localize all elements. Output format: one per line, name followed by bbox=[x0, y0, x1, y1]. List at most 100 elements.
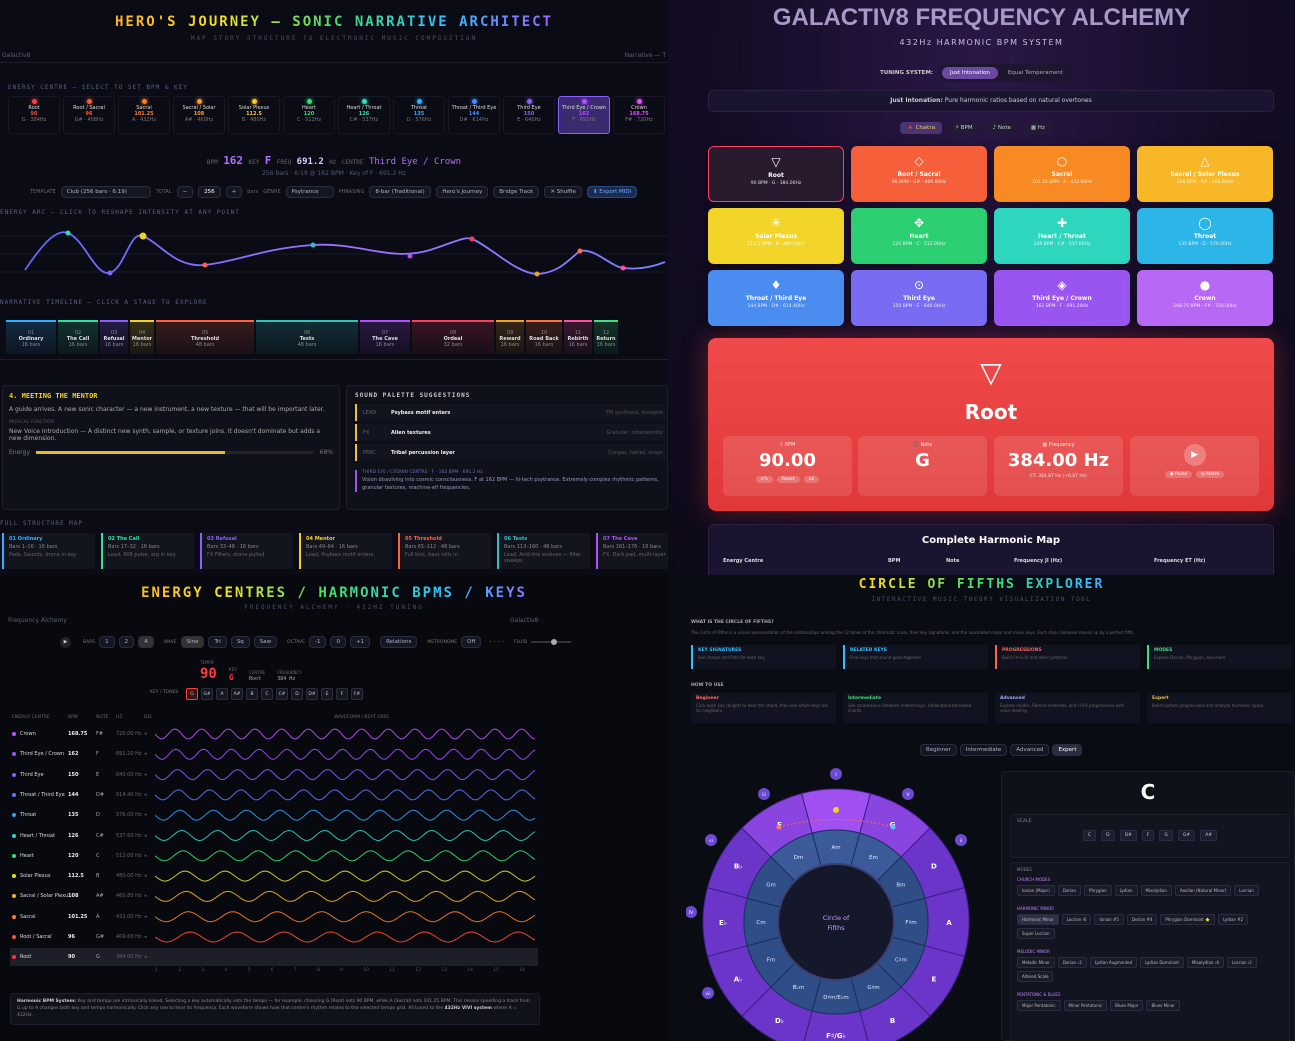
map-card[interactable]: 05 Threshold Bars 65–112 · 48 bars Full ki… bbox=[398, 533, 491, 569]
timeline-stage[interactable]: 05 Threshold 48 bars bbox=[156, 320, 254, 354]
roman-numeral-badge[interactable] bbox=[955, 834, 967, 846]
chakra-tile[interactable]: ● Crown 168.75 BPM · F# · 720.00Hz bbox=[1137, 270, 1273, 326]
chakra-tile[interactable]: ◯ Throat 135 BPM · D · 576.00Hz bbox=[1137, 208, 1273, 264]
chakra-tile[interactable]: ▽ Root 90 BPM · G · 384.00Hz bbox=[708, 146, 844, 202]
mode-chip[interactable]: Dorian bbox=[1057, 885, 1082, 896]
chakra-tile[interactable]: ⊙ Third Eye 150 BPM · E · 640.00Hz bbox=[851, 270, 987, 326]
tab-bpm[interactable]: ⚡ BPM bbox=[948, 122, 980, 134]
total-minus[interactable]: − bbox=[176, 186, 194, 198]
metro-button[interactable]: ◎ Metro bbox=[1195, 471, 1225, 478]
chakra-item[interactable]: Sacral 101.25 A · 432Hz bbox=[118, 96, 170, 134]
total-input[interactable]: 256 bbox=[198, 186, 221, 198]
chakra-tile[interactable]: ☀ Solar Plexus 112.5 BPM · B · 480.00Hz bbox=[708, 208, 844, 264]
mode-chip[interactable]: Phrygian bbox=[1084, 885, 1112, 896]
centre-row[interactable]: Sacral / Solar Plexus 108 A# 460.80 Hz ◂ bbox=[10, 887, 538, 905]
centre-row[interactable]: Sacral 101.25 A 432.00 Hz ◂ bbox=[10, 908, 538, 926]
circle-of-fifths-wheel[interactable]: CGDAEBF♯/G♭D♭A♭E♭B♭FAmEmBmF♯mC♯mG♯mD♯m/E… bbox=[686, 767, 1008, 1041]
arc-points[interactable] bbox=[65, 230, 626, 277]
timeline-stage[interactable]: 10 Road Back 16 bars bbox=[526, 320, 562, 354]
bars-1[interactable]: 1 bbox=[99, 636, 115, 648]
map-card[interactable]: 02 The Call Bars 17–32 · 16 bars Lead, 808… bbox=[101, 533, 194, 569]
mode-chip[interactable]: Lydian bbox=[1114, 885, 1138, 896]
mode-chip[interactable]: Super Locrian bbox=[1017, 928, 1055, 939]
phrasing-select[interactable]: 8-bar (Traditional) bbox=[369, 186, 432, 198]
level-expert[interactable]: Expert bbox=[1052, 744, 1083, 756]
key-button[interactable]: D bbox=[291, 688, 303, 700]
row-play-icon[interactable]: ◂ bbox=[144, 954, 147, 961]
level-advanced[interactable]: Advanced bbox=[1010, 744, 1050, 756]
pulse-button[interactable]: ◉ Pulse bbox=[1164, 471, 1192, 478]
nav-brand[interactable]: Frequency Alchemy bbox=[8, 617, 67, 624]
play-button[interactable]: ▶ bbox=[60, 636, 71, 648]
key-button[interactable]: G# bbox=[201, 688, 213, 700]
timeline-stage[interactable]: 03 Refusal 16 bars bbox=[100, 320, 128, 354]
octave-up[interactable]: +1 bbox=[349, 636, 371, 648]
centre-row[interactable]: Third Eye 150 E 640.00 Hz ◂ bbox=[10, 766, 538, 784]
centre-row[interactable]: Root 90 G 384.00 Hz ◂ bbox=[10, 948, 538, 967]
mode-chip[interactable]: Altered Scale bbox=[1017, 971, 1054, 982]
timeline-stage[interactable]: 04 Mentor 16 bars bbox=[130, 320, 154, 354]
timeline-stage[interactable]: 06 Tests 48 bars bbox=[256, 320, 358, 354]
key-button[interactable]: D# bbox=[306, 688, 318, 700]
genre-select[interactable]: Psytrance bbox=[285, 186, 334, 198]
mode-chip[interactable]: Blues Major bbox=[1110, 1000, 1144, 1011]
row-play-icon[interactable]: ◂ bbox=[144, 771, 147, 778]
equal-temperament-button[interactable]: Equal Temperament bbox=[1007, 70, 1064, 76]
palette-item[interactable]: FX Alien textures Granular, otherworldly bbox=[355, 424, 665, 441]
mode-chip[interactable]: Major Pentatonic bbox=[1017, 1000, 1061, 1011]
key-button[interactable]: G bbox=[186, 688, 198, 700]
map-card[interactable]: 01 Ordinary Bars 1–16 · 16 bars Pads, Soun… bbox=[2, 533, 95, 569]
bars-2[interactable]: 2 bbox=[118, 636, 135, 648]
chakra-tile[interactable]: ♦ Throat / Third Eye 144 BPM · D# · 614.40… bbox=[708, 270, 844, 326]
timeline-stage[interactable]: 11 Rebirth 16 bars bbox=[564, 320, 592, 354]
half-bpm-button[interactable]: x½ bbox=[755, 476, 773, 483]
row-play-icon[interactable]: ◂ bbox=[144, 832, 147, 839]
map-card[interactable]: 06 Tests Bars 113–160 · 48 bars Lead, Acid… bbox=[497, 533, 590, 569]
roman-numeral-badge[interactable] bbox=[758, 788, 770, 800]
roman-numeral-badge[interactable] bbox=[686, 906, 697, 918]
chakra-item[interactable]: Crown 168.75 F# · 720Hz bbox=[613, 96, 665, 134]
row-play-icon[interactable]: ◂ bbox=[144, 731, 147, 737]
reset-bpm-button[interactable]: Reset bbox=[776, 476, 800, 483]
double-bpm-button[interactable]: x2 bbox=[803, 476, 820, 483]
timeline-stage[interactable]: 02 The Call 16 bars bbox=[58, 320, 98, 354]
mode-chip[interactable]: Blues Minor bbox=[1146, 1000, 1180, 1011]
centre-row[interactable]: Throat 135 D 576.00 Hz ◂ bbox=[10, 806, 538, 824]
centre-row[interactable]: Solar Plexus 112.5 B 480.00 Hz ◂ bbox=[10, 867, 538, 885]
key-button[interactable]: C# bbox=[276, 688, 288, 700]
roman-numeral-badge[interactable] bbox=[702, 987, 714, 999]
bridge-track-button[interactable]: Bridge Track bbox=[493, 186, 540, 198]
relations-button[interactable]: Relations bbox=[380, 636, 418, 648]
chakra-item[interactable]: Sacral / Solar 108 A# · 460Hz bbox=[173, 96, 225, 134]
nav-link[interactable]: Narrative — T bbox=[624, 52, 666, 59]
timeline-stage[interactable]: 08 Ordeal 32 bars bbox=[412, 320, 494, 354]
fluid-handle[interactable] bbox=[551, 639, 558, 645]
timeline-stage[interactable]: 12 Return 16 bars bbox=[594, 320, 618, 354]
just-intonation-button[interactable]: Just Intonation bbox=[942, 67, 998, 79]
chakra-item[interactable]: Root / Sacral 96 G# · 408Hz bbox=[63, 96, 115, 134]
chakra-item[interactable]: Solar Plexus 112.5 B · 480Hz bbox=[228, 96, 280, 134]
template-select[interactable]: Club (256 bars · 6:19) bbox=[60, 186, 151, 198]
wave-saw[interactable]: Saw bbox=[253, 636, 278, 648]
heros-journey-button[interactable]: Hero's Journey bbox=[436, 186, 489, 198]
chakra-tile[interactable]: ✚ Heart / Throat 126 BPM · C# · 537.60Hz bbox=[994, 208, 1130, 264]
row-play-icon[interactable]: ◂ bbox=[144, 873, 147, 880]
mode-chip[interactable]: Lydian Augmented bbox=[1089, 957, 1138, 968]
wave-sine[interactable]: Sine bbox=[180, 636, 205, 648]
total-plus[interactable]: + bbox=[225, 186, 243, 198]
scale-note[interactable]: A# bbox=[1200, 830, 1218, 841]
chakra-tile[interactable]: ◈ Third Eye / Crown 162 BPM · F · 691.20Hz bbox=[994, 270, 1130, 326]
mode-chip[interactable]: Ionian #5 bbox=[1094, 914, 1124, 925]
chakra-tile[interactable]: ○ Sacral 101.25 BPM · A · 432.00Hz bbox=[994, 146, 1130, 202]
octave-zero[interactable]: 0 bbox=[330, 636, 346, 648]
scale-note[interactable]: D# bbox=[1119, 830, 1137, 841]
centre-row[interactable]: Third Eye / Crown 162 F 691.20 Hz ◂ bbox=[10, 745, 538, 763]
tab-chakra[interactable]: 🔺 Chakra bbox=[900, 122, 943, 134]
bars-4[interactable]: 4 bbox=[138, 636, 154, 648]
chakra-item[interactable]: Throat / Third Eye 144 D# · 614Hz bbox=[448, 96, 500, 134]
scale-note[interactable]: G bbox=[1159, 830, 1173, 841]
map-card[interactable]: 04 Mentor Bars 49–64 · 16 bars Lead, Psyba… bbox=[299, 533, 392, 569]
timeline-stage[interactable]: 01 Ordinary 16 bars bbox=[6, 320, 56, 354]
scale-note[interactable]: D bbox=[1101, 830, 1115, 841]
centre-row[interactable]: Throat / Third Eye 144 D# 614.40 Hz ◂ bbox=[10, 786, 538, 804]
